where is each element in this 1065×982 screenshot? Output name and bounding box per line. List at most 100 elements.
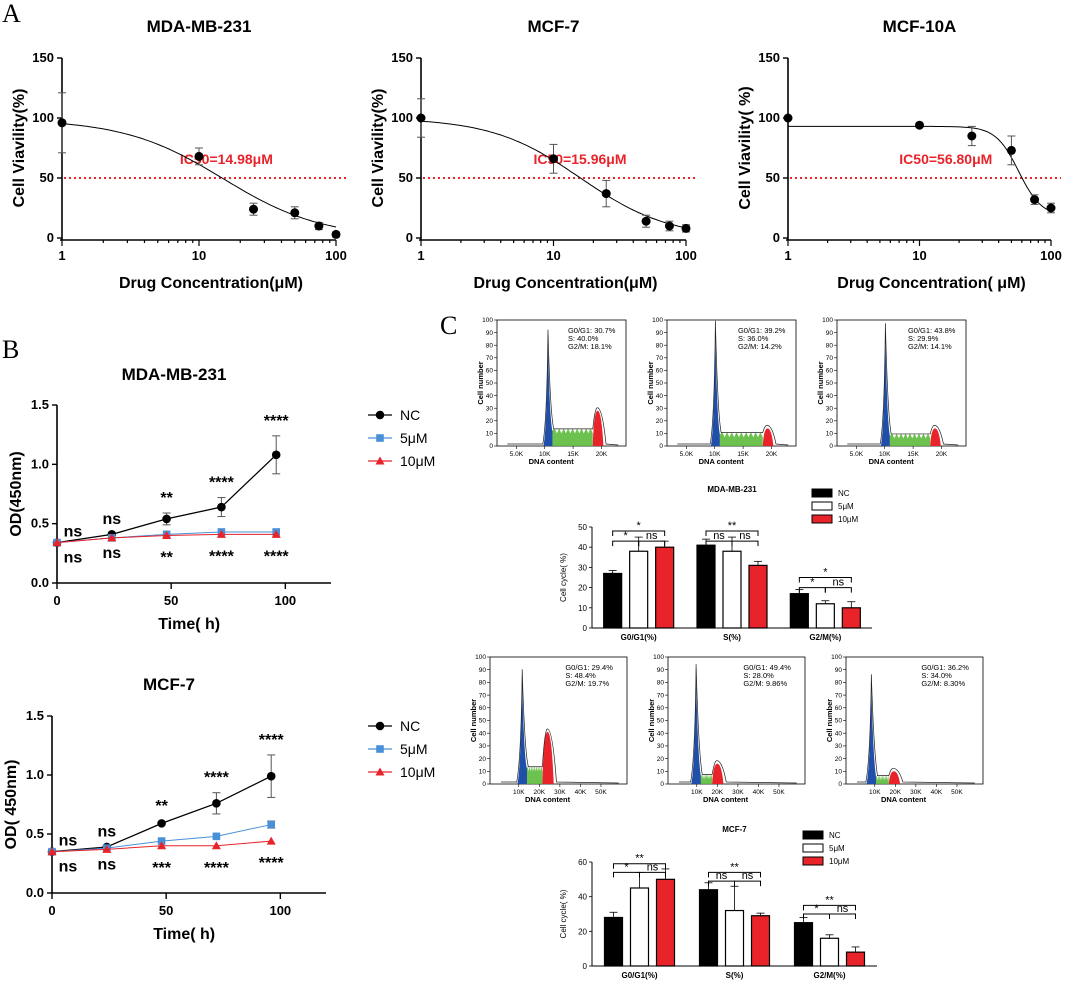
x-tick-label: 15K [907, 451, 919, 458]
x-category-label: G2/M(%) [809, 633, 841, 642]
significance-upper: **** [264, 413, 290, 430]
s-phase-area [876, 775, 889, 784]
x-axis-label: DNA content [703, 795, 749, 804]
y-tick-label: 70 [826, 355, 834, 362]
y-tick-label: 0 [829, 443, 833, 450]
significance-upper: ns [97, 824, 116, 841]
data-point [290, 208, 300, 218]
y-tick-label: 40 [656, 393, 664, 400]
y-tick-label: 50 [479, 718, 487, 725]
stat-g2m: G2/M: 18.1% [568, 342, 612, 351]
y-tick-label: 10 [835, 769, 843, 776]
y-tick-label: 70 [835, 692, 843, 699]
data-point [416, 113, 426, 123]
stat-s: S: 28.0% [743, 671, 774, 680]
significance-bracket [803, 904, 856, 911]
y-tick-label: 0 [406, 230, 413, 245]
data-point [162, 514, 171, 524]
y-tick-label: 30 [826, 405, 834, 412]
y-tick-label: 60 [657, 705, 665, 712]
x-tick-label: 20K [936, 451, 948, 458]
significance-label: ns [742, 870, 754, 882]
stat-g2m: G2/M: 14.1% [908, 342, 952, 351]
y-tick-label: 100 [822, 317, 833, 324]
x-axis-label: Time( h) [153, 926, 215, 943]
bar [629, 887, 650, 967]
data-point [1046, 203, 1056, 213]
significance-label: ns [713, 530, 725, 542]
data-point [783, 113, 793, 123]
significance-label: ns [716, 870, 728, 882]
x-tick-label: 50K [595, 789, 607, 796]
data-point [211, 841, 221, 850]
x-tick-label: 30K [910, 789, 922, 796]
y-tick-label: 30 [486, 405, 494, 412]
significance-bracket [638, 540, 666, 547]
y-tick-label: 0.5 [31, 516, 49, 531]
chart-title: MDA-MB-231 [707, 485, 757, 494]
legend-swatch [802, 830, 824, 840]
significance-bracket [613, 863, 666, 869]
y-axis-label: Cell Viavility(%) [370, 89, 387, 208]
significance-bracket [708, 871, 761, 878]
y-axis-label: Cell cycle( %) [559, 889, 568, 938]
y-tick-label: 0.5 [26, 826, 44, 841]
data-point [664, 221, 674, 231]
y-tick-label: 20 [835, 756, 843, 763]
significance-label: * [814, 903, 819, 915]
ic50-label: IC50=56.80μM [899, 151, 992, 167]
significance-bracket [824, 587, 852, 593]
g0g1-peak [517, 672, 527, 784]
y-tick-label: 80 [826, 342, 834, 349]
x-tick-label: 100 [1040, 248, 1062, 263]
x-tick-label: 40K [575, 789, 587, 796]
y-tick-label: 100 [475, 654, 486, 661]
y-axis-label: Cell cycle( %) [559, 553, 568, 602]
y-tick-label: 50 [657, 718, 665, 725]
g2m-peak [592, 410, 604, 446]
legend-marker [376, 745, 384, 753]
x-axis-label: DNA content [881, 795, 927, 804]
data-point [102, 844, 112, 853]
x-tick-label: 15K [567, 451, 579, 458]
data-point [107, 533, 117, 542]
bar [815, 603, 835, 629]
data-point [271, 450, 281, 460]
chart-title: MDA-MB-231 [122, 365, 227, 384]
bar [722, 550, 742, 629]
significance-lower: **** [209, 548, 235, 565]
y-tick-label: 90 [657, 667, 665, 674]
y-tick-label: 50 [40, 170, 54, 185]
y-tick-label: 10 [656, 431, 664, 438]
data-point [157, 841, 167, 850]
significance-lower: ** [160, 550, 173, 567]
g2m-peak [542, 731, 554, 784]
bar [724, 909, 745, 967]
data-point [212, 832, 221, 841]
bar [698, 889, 719, 967]
y-tick-label: 0 [489, 443, 493, 450]
x-tick-label: 10 [546, 248, 560, 263]
y-axis-label: OD(450nm) [8, 451, 25, 536]
y-tick-label: 30 [656, 405, 664, 412]
data-point [271, 529, 281, 538]
stat-g2m: G2/M: 19.7% [565, 679, 609, 688]
x-tick-label: 0 [48, 903, 55, 918]
y-axis-label: Cell number [469, 699, 478, 742]
x-tick-label: 10K [709, 451, 721, 458]
histogram-frame [836, 319, 967, 447]
x-axis-label: DNA content [529, 457, 575, 466]
y-tick-label: 40 [486, 393, 494, 400]
significance-label: ** [635, 853, 644, 865]
y-tick-label: 100 [758, 110, 780, 125]
data-point [194, 151, 204, 161]
x-tick-label: 10K [879, 451, 891, 458]
y-tick-label: 100 [391, 110, 413, 125]
x-tick-label: 10K [513, 789, 525, 796]
stat-g2m: G2/M: 9.86% [743, 679, 787, 688]
chart-title: MCF-7 [528, 17, 580, 36]
x-tick-label: 5.0K [850, 451, 864, 458]
significance-upper: **** [209, 475, 235, 492]
bar [655, 546, 675, 629]
y-tick-label: 20 [578, 927, 587, 936]
